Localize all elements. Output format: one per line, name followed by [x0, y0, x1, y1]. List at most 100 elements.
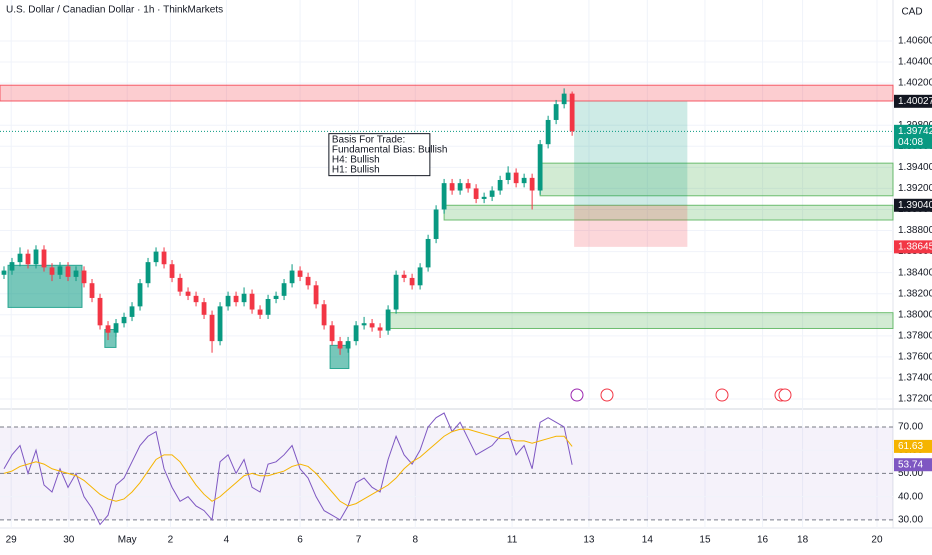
- candle-body: [329, 325, 335, 342]
- y-tick-label: 1.37200: [898, 394, 932, 405]
- last-value-bg: [894, 458, 932, 472]
- currency: CAD: [901, 7, 922, 18]
- zone: [7, 264, 83, 308]
- annotation-line: Basis For Trade:: [332, 134, 405, 145]
- candle-body: [545, 119, 551, 145]
- candle-body: [113, 323, 119, 333]
- y-tick-label: 1.39400: [898, 162, 932, 173]
- zone: [389, 312, 894, 329]
- x-tick-label: 8: [413, 535, 419, 546]
- candle-body: [529, 177, 535, 191]
- y-tick-label: 1.38200: [898, 288, 932, 299]
- candle-body: [361, 323, 367, 326]
- chart-title: U.S. Dollar / Canadian Dollar · 1h · Thi…: [6, 5, 223, 16]
- series-line: [3, 412, 573, 526]
- candle-body: [457, 183, 463, 191]
- candle-body: [401, 274, 407, 278]
- countdown: 04:08: [898, 137, 923, 148]
- candle-body: [241, 293, 247, 303]
- candle-body: [233, 295, 239, 303]
- candle-body: [321, 304, 327, 326]
- y-tick-label: 1.37400: [898, 373, 932, 384]
- candle-body: [417, 267, 423, 286]
- candle-body: [49, 267, 55, 275]
- candle-body: [257, 309, 263, 315]
- event-icon[interactable]: [715, 388, 729, 402]
- candle-body: [409, 277, 415, 286]
- candle-body: [177, 277, 183, 292]
- candle-body: [537, 144, 543, 191]
- candle-body: [497, 179, 503, 191]
- x-tick-label: 11: [507, 535, 518, 546]
- y-tick-label: 1.37800: [898, 330, 932, 341]
- candle-body: [57, 266, 63, 275]
- candle-body: [513, 172, 519, 184]
- candle-body: [441, 183, 447, 210]
- y-tick-label: 40.00: [898, 491, 923, 502]
- candle-body: [273, 295, 279, 299]
- y-tick-label: 1.40200: [898, 78, 932, 89]
- candle-body: [249, 293, 255, 310]
- y-tick-label: 1.39200: [898, 183, 932, 194]
- zone: [329, 344, 350, 370]
- candle-body: [265, 298, 271, 315]
- candle-body: [385, 309, 391, 331]
- event-icon[interactable]: [600, 388, 614, 402]
- candle-body: [73, 270, 79, 277]
- y-tick-label: 1.40600: [898, 36, 932, 47]
- candle-body: [489, 190, 495, 197]
- y-tick-label: 1.38800: [898, 225, 932, 236]
- x-tick-label: 16: [757, 535, 769, 546]
- candle-body: [65, 266, 71, 277]
- candle-body: [121, 316, 127, 324]
- y-tick-label: 30.00: [898, 515, 923, 526]
- candle-body: [369, 323, 375, 328]
- candle-body: [297, 270, 303, 277]
- candle-body: [145, 262, 151, 284]
- price-label: 1.39040: [898, 200, 932, 211]
- position-target: [574, 101, 688, 206]
- candle-body: [137, 283, 143, 307]
- zone: [104, 329, 117, 348]
- y-tick-label: 1.38000: [898, 309, 932, 320]
- x-tick-label: 4: [224, 535, 230, 546]
- zone: [539, 162, 894, 197]
- candle-body: [97, 297, 103, 326]
- candle-body: [1, 270, 7, 275]
- x-tick-label: 29: [6, 535, 18, 546]
- candle-body: [353, 325, 359, 342]
- event-icon[interactable]: [570, 388, 584, 402]
- candle-body: [281, 283, 287, 296]
- candle-body: [217, 306, 223, 342]
- price-label: 1.38645: [898, 242, 932, 253]
- candle-body: [521, 177, 527, 184]
- zone: [0, 84, 894, 102]
- x-tick-label: 30: [63, 535, 75, 546]
- annotation-line: H1: Bullish: [332, 164, 380, 175]
- candle-body: [449, 183, 455, 191]
- candle-body: [305, 276, 311, 286]
- candle-body: [393, 274, 399, 310]
- candle-body: [337, 341, 343, 349]
- candle-body: [473, 188, 479, 199]
- series-line: [3, 428, 573, 507]
- candle-body: [193, 295, 199, 303]
- event-icon[interactable]: [778, 388, 792, 402]
- candle-body: [465, 183, 471, 189]
- candle-body: [313, 285, 319, 305]
- annotation-frame: [328, 133, 431, 177]
- last-value-label: 53.74: [898, 459, 923, 470]
- annotation-line: H4: Bullish: [332, 154, 380, 165]
- candle-body: [17, 253, 23, 263]
- last-value-bg: [894, 439, 932, 453]
- price-label-bg: [894, 198, 932, 212]
- x-tick-label: 14: [642, 535, 654, 546]
- x-tick-label: 20: [871, 535, 883, 546]
- candle-body: [129, 306, 135, 317]
- candle-body: [569, 93, 575, 132]
- y-tick-label: 1.38400: [898, 267, 932, 278]
- price-label: 1.39742: [898, 126, 932, 137]
- candle-body: [153, 251, 159, 263]
